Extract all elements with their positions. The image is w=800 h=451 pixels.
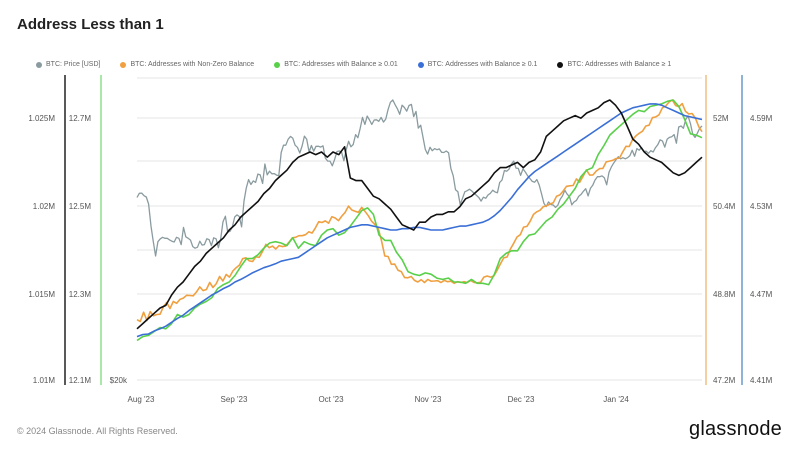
series-line-3 [136, 103, 703, 338]
y-tick-label-r2: 4.59M [750, 114, 773, 123]
legend-label: BTC: Price [USD] [46, 61, 101, 68]
y-tick-label-r1: 48.8M [713, 290, 736, 299]
axes: 1.025M 1.02M 1.015M 1.01M 12.7M 12.5M 12.3M 12.… [28, 75, 773, 404]
y-tick-label-r1: 52M [713, 114, 729, 123]
legend-item-balance-01[interactable]: BTC: Addresses with Balance ≥ 0.1 [417, 61, 538, 68]
x-tick-label: Jan '24 [603, 395, 629, 404]
series-lines [136, 99, 703, 342]
x-tick-label: Aug '23 [128, 395, 155, 404]
y-tick-label-r2: 4.53M [750, 202, 773, 211]
y-tick-label-a1: 1.01M [33, 376, 56, 385]
legend-item-balance-001[interactable]: BTC: Addresses with Balance ≥ 0.01 [274, 61, 398, 68]
grid [137, 77, 702, 381]
y-tick-label-r2: 4.41M [750, 376, 773, 385]
y-tick-label-a1: 1.015M [28, 290, 55, 299]
y-tick-label-r1: 47.2M [713, 376, 736, 385]
brand-logo: glassnode [689, 418, 782, 440]
y-tick-label-a1: 1.02M [33, 202, 56, 211]
legend-dot-icon [417, 61, 424, 68]
legend-label: BTC: Addresses with Non-Zero Balance [130, 61, 255, 68]
copyright: © 2024 Glassnode. All Rights Reserved. [17, 426, 178, 436]
legend-item-non-zero[interactable]: BTC: Addresses with Non-Zero Balance [120, 61, 254, 68]
y-tick-label-a2: 12.7M [69, 114, 92, 123]
legend-item-balance-1[interactable]: BTC: Addresses with Balance ≥ 1 [557, 61, 671, 68]
legend-label: BTC: Addresses with Balance ≥ 0.1 [427, 61, 538, 68]
y-tick-label-a3: $20k [110, 376, 128, 385]
series-line-1 [136, 99, 703, 323]
legend-dot-icon [36, 61, 42, 68]
x-tick-label: Dec '23 [508, 395, 535, 404]
y-tick-label-r1: 50.4M [713, 202, 736, 211]
y-tick-label-a2: 12.3M [69, 290, 92, 299]
legend-dot-icon [120, 61, 127, 68]
legend-dot-icon [274, 61, 281, 68]
y-tick-label-a1: 1.025M [28, 114, 55, 123]
legend-dot-icon [557, 61, 564, 68]
y-tick-label-a2: 12.5M [69, 202, 92, 211]
x-tick-label: Nov '23 [415, 395, 442, 404]
y-tick-label-a2: 12.1M [69, 376, 92, 385]
series-line-4 [136, 99, 703, 330]
legend-item-price[interactable]: BTC: Price [USD] [36, 61, 100, 68]
chart-title: Address Less than 1 [17, 16, 164, 33]
legend-label: BTC: Addresses with Balance ≥ 1 [567, 61, 672, 68]
x-tick-label: Sep '23 [221, 395, 248, 404]
legend: BTC: Price [USD] BTC: Addresses with Non… [36, 61, 671, 68]
legend-label: BTC: Addresses with Balance ≥ 0.01 [284, 61, 398, 68]
y-tick-label-r2: 4.47M [750, 290, 773, 299]
x-tick-label: Oct '23 [318, 395, 344, 404]
series-line-0 [136, 99, 703, 257]
series-line-2 [136, 99, 703, 342]
